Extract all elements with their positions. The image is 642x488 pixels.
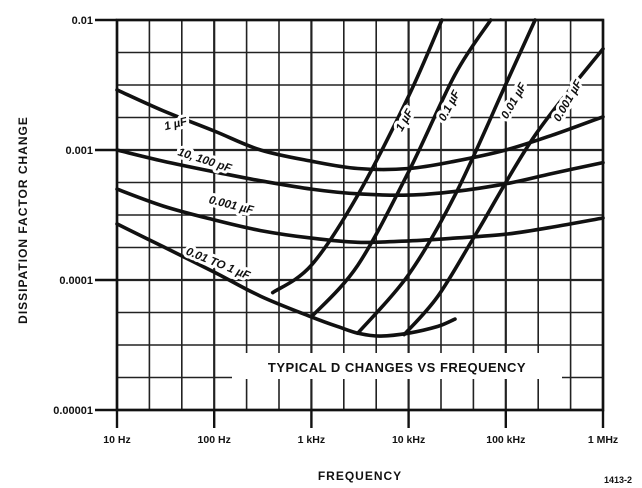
x-tick-label: 10 kHz bbox=[392, 434, 425, 446]
x-tick-label: 1 kHz bbox=[298, 434, 325, 446]
plot-frame bbox=[115, 18, 605, 412]
y-tick-label: 0.01 bbox=[72, 15, 93, 27]
tick-labels: 0.00001 0.0001 0.001 0.01 10 Hz 100 Hz 1 kHz 10… bbox=[53, 15, 618, 446]
series-line-3 bbox=[115, 222, 457, 338]
x-tick-label: 10 Hz bbox=[103, 434, 130, 446]
axes bbox=[95, 18, 605, 428]
series-line-5 bbox=[309, 18, 493, 319]
series-line-4 bbox=[270, 18, 444, 295]
x-axis-label: FREQUENCY bbox=[318, 469, 402, 483]
figure-id: 1413-2 bbox=[604, 475, 632, 485]
series-line-6 bbox=[356, 18, 537, 335]
caption-background bbox=[232, 353, 562, 379]
series-line-0 bbox=[115, 88, 605, 172]
x-tick-label: 100 Hz bbox=[198, 434, 231, 446]
y-axis-label: DISSIPATION FACTOR CHANGE bbox=[16, 116, 30, 324]
chart-caption: TYPICAL D CHANGES VS FREQUENCY bbox=[268, 360, 526, 375]
series-line-7 bbox=[402, 47, 605, 337]
y-tick-label: 0.001 bbox=[65, 145, 93, 157]
series-group bbox=[115, 18, 605, 338]
y-tick-label: 0.00001 bbox=[53, 405, 93, 417]
series-line-2 bbox=[115, 187, 605, 245]
y-tick-label: 0.0001 bbox=[59, 275, 93, 287]
curve-label-text: 1 µF bbox=[163, 116, 189, 134]
x-tick-label: 1 MHz bbox=[588, 434, 618, 446]
x-tick-label: 100 kHz bbox=[486, 434, 525, 446]
